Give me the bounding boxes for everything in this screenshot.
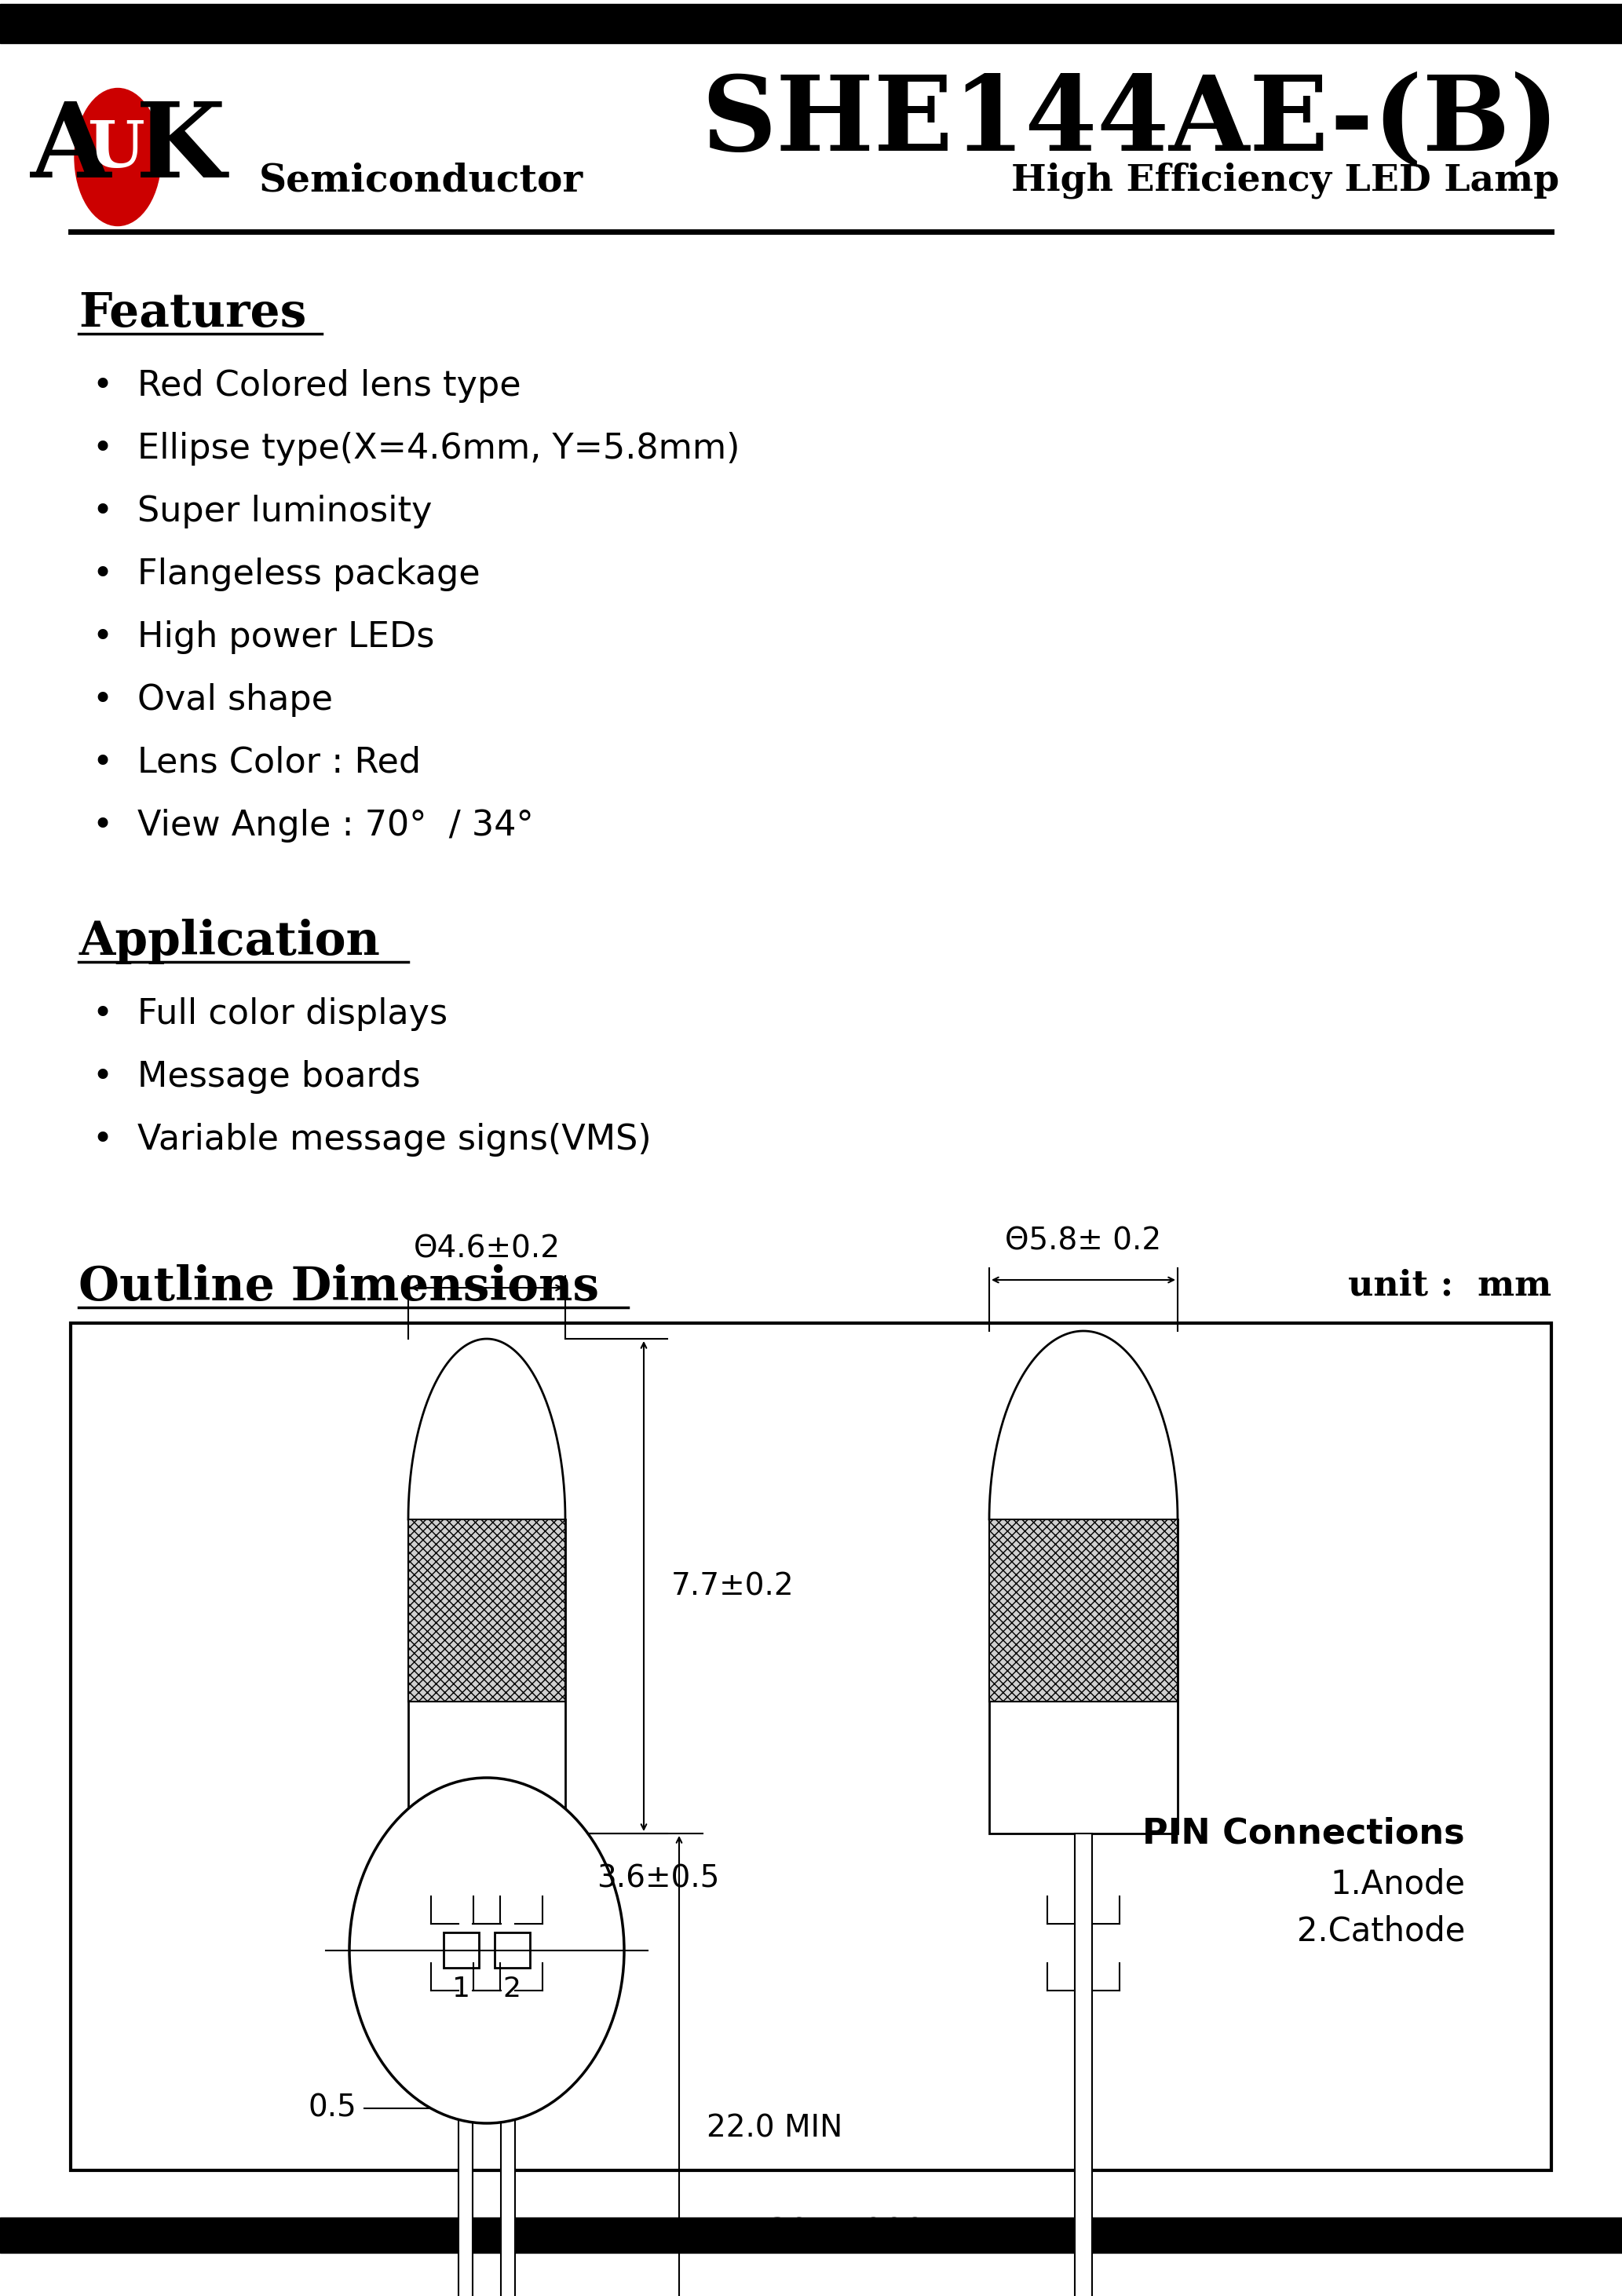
Text: Red Colored lens type: Red Colored lens type: [138, 370, 521, 402]
Text: •: •: [92, 494, 112, 528]
Bar: [501, 1835, 516, 2296]
Text: Θ5.8± 0.2: Θ5.8± 0.2: [1006, 1226, 1161, 1256]
Ellipse shape: [75, 87, 161, 225]
Text: Message boards: Message boards: [138, 1061, 420, 1093]
Text: •: •: [92, 370, 112, 402]
Text: Variable message signs(VMS): Variable message signs(VMS): [138, 1123, 652, 1157]
Bar: [0, 2218, 1622, 2252]
Text: Application: Application: [78, 918, 380, 964]
Text: K: K: [136, 99, 225, 200]
Text: PIN Connections: PIN Connections: [1142, 1816, 1465, 1851]
Text: Super luminosity: Super luminosity: [138, 494, 431, 528]
Text: 2.Cathode: 2.Cathode: [1296, 1915, 1465, 1947]
Bar: [409, 1520, 564, 1701]
Text: •: •: [92, 746, 112, 781]
Bar: [443, 1933, 478, 1968]
Bar: [459, 1835, 472, 2296]
Text: Flangeless package: Flangeless package: [138, 558, 480, 592]
Text: High Efficiency LED Lamp: High Efficiency LED Lamp: [1011, 163, 1559, 200]
Text: •: •: [92, 808, 112, 843]
Text: •: •: [92, 996, 112, 1031]
Text: A: A: [31, 99, 110, 200]
Text: 7.7±0.2: 7.7±0.2: [672, 1570, 795, 1600]
Text: 1: 1: [1531, 2216, 1551, 2250]
Polygon shape: [409, 1339, 564, 1520]
Text: SHE144AE-(B): SHE144AE-(B): [701, 71, 1559, 172]
Text: 2: 2: [503, 1975, 521, 2002]
Bar: [71, 1322, 1551, 2170]
Text: 3.6±0.5: 3.6±0.5: [597, 1864, 720, 1894]
Polygon shape: [989, 1332, 1178, 1520]
Text: Oval shape: Oval shape: [138, 684, 333, 716]
Ellipse shape: [349, 1777, 624, 2124]
Text: •: •: [92, 432, 112, 466]
Text: 1.Anode: 1.Anode: [1330, 1869, 1465, 1901]
Bar: [495, 1933, 530, 1968]
Text: Full color displays: Full color displays: [138, 996, 448, 1031]
Text: •: •: [92, 684, 112, 716]
Text: •: •: [92, 1061, 112, 1093]
Text: View Angle : 70°  / 34°: View Angle : 70° / 34°: [138, 808, 534, 843]
Bar: [1075, 1835, 1092, 2296]
Bar: [989, 1520, 1178, 1701]
Text: unit :  mm: unit : mm: [1348, 1267, 1551, 1302]
Text: 0.5: 0.5: [308, 2094, 357, 2124]
Text: •: •: [92, 620, 112, 654]
Text: •: •: [92, 1123, 112, 1157]
Text: High power LEDs: High power LEDs: [138, 620, 435, 654]
Bar: [989, 1520, 1178, 1835]
Bar: [409, 1520, 564, 1835]
Text: 1: 1: [453, 1975, 470, 2002]
Text: Lens Color : Red: Lens Color : Red: [138, 746, 420, 781]
Bar: [0, 5, 1622, 44]
Text: Θ4.6±0.2: Θ4.6±0.2: [414, 1235, 560, 1265]
Text: Semiconductor: Semiconductor: [260, 163, 584, 200]
Text: Features: Features: [78, 292, 307, 335]
Text: •: •: [92, 558, 112, 592]
Text: Ellipse type(X=4.6mm, Y=5.8mm): Ellipse type(X=4.6mm, Y=5.8mm): [138, 432, 740, 466]
Text: 22.0 MIN: 22.0 MIN: [707, 2112, 842, 2142]
Text: KLE-3014-000: KLE-3014-000: [696, 2216, 926, 2250]
Text: U: U: [88, 117, 144, 181]
Text: Outline Dimensions: Outline Dimensions: [78, 1265, 599, 1309]
